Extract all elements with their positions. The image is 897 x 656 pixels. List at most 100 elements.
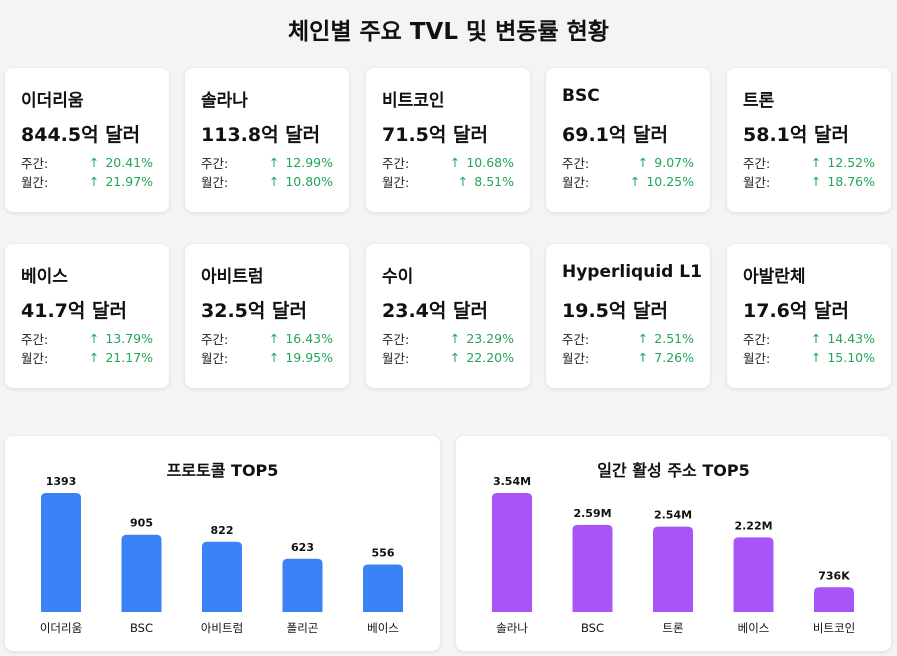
category-label: 트론 [662, 621, 683, 635]
weekly-change-value: 9.07% [654, 155, 694, 170]
weekly-change-value: 12.99% [285, 155, 333, 170]
weekly-change-row: 주간: ↑ 9.07% [562, 153, 694, 172]
bar-value-label: 736K [818, 569, 850, 582]
bar-value-label: 1393 [46, 475, 77, 488]
monthly-change: ↑ 21.97% [89, 174, 153, 189]
weekly-change-row: 주간: ↑ 23.29% [382, 329, 514, 348]
up-arrow-icon: ↑ [268, 155, 280, 170]
chain-name: Hyperliquid L1 [562, 262, 702, 282]
monthly-change: ↑ 10.80% [269, 174, 333, 189]
chain-tvl: 69.1억 달러 [562, 124, 668, 146]
category-label: 솔라나 [496, 621, 528, 635]
monthly-label: 월간: [201, 175, 229, 190]
chain-card: 트론 58.1억 달러 주간: ↑ 12.52% 월간: ↑ 18.76% [727, 68, 891, 212]
active-address-top5-chart: 3.54M 솔라나 2.59M BSC 2.54M 트론 2.22M 베이스 736K 비트코인 [492, 475, 855, 635]
weekly-change-row: 주간: ↑ 13.79% [21, 329, 153, 348]
chain-name: 비트코인 [382, 91, 445, 111]
chain-card: BSC 69.1억 달러 주간: ↑ 9.07% 월간: ↑ 10.25% [546, 68, 710, 212]
monthly-change-value: 22.20% [466, 350, 514, 365]
up-arrow-icon: ↑ [457, 174, 469, 189]
weekly-change-value: 10.68% [466, 155, 514, 170]
monthly-change-row: 월간: ↑ 22.20% [382, 348, 514, 367]
up-arrow-icon: ↑ [88, 350, 100, 365]
bar-value-label: 905 [130, 517, 153, 530]
monthly-label: 월간: [562, 351, 590, 366]
chart-title: 일간 활성 주소 TOP5 [597, 461, 750, 480]
monthly-change: ↑ 18.76% [811, 174, 875, 189]
up-arrow-icon: ↑ [449, 331, 461, 346]
monthly-change-row: 월간: ↑ 15.10% [743, 348, 875, 367]
monthly-change: ↑ 19.95% [269, 350, 333, 365]
weekly-label: 주간: [201, 332, 229, 347]
up-arrow-icon: ↑ [268, 331, 280, 346]
chain-card: 아비트럼 32.5억 달러 주간: ↑ 16.43% 월간: ↑ 19.95% [185, 244, 349, 388]
chart-title: 프로토콜 TOP5 [166, 461, 279, 480]
chain-card: 비트코인 71.5억 달러 주간: ↑ 10.68% 월간: ↑ 8.51% [366, 68, 530, 212]
bar [814, 587, 854, 612]
monthly-change-value: 19.95% [285, 350, 333, 365]
category-label: 이더리움 [40, 621, 82, 635]
monthly-change-value: 21.17% [105, 350, 153, 365]
chain-name: 수이 [382, 267, 414, 287]
weekly-change: ↑ 9.07% [638, 155, 694, 170]
monthly-change-value: 21.97% [105, 174, 153, 189]
chain-tvl: 17.6억 달러 [743, 300, 849, 322]
monthly-change-row: 월간: ↑ 21.17% [21, 348, 153, 367]
chain-card: Hyperliquid L1 19.5억 달러 주간: ↑ 2.51% 월간: ↑… [546, 244, 710, 388]
weekly-change: ↑ 12.52% [811, 155, 875, 170]
monthly-change: ↑ 7.26% [638, 350, 694, 365]
monthly-change-value: 10.25% [646, 174, 694, 189]
up-arrow-icon: ↑ [88, 155, 100, 170]
chain-card: 이더리움 844.5억 달러 주간: ↑ 20.41% 월간: ↑ 21.97% [5, 68, 169, 212]
weekly-change-value: 14.43% [827, 331, 875, 346]
monthly-change: ↑ 21.17% [89, 350, 153, 365]
weekly-label: 주간: [201, 156, 229, 171]
category-label: 비트코인 [813, 621, 855, 635]
up-arrow-icon: ↑ [810, 155, 822, 170]
weekly-change: ↑ 23.29% [450, 331, 514, 346]
bar-value-label: 2.54M [654, 509, 692, 522]
chain-name: 이더리움 [21, 91, 84, 111]
chain-card: 아발란체 17.6억 달러 주간: ↑ 14.43% 월간: ↑ 15.10% [727, 244, 891, 388]
chain-tvl: 844.5억 달러 [21, 124, 141, 146]
weekly-change: ↑ 2.51% [638, 331, 694, 346]
monthly-change-row: 월간: ↑ 21.97% [21, 172, 153, 191]
bar-value-label: 3.54M [493, 475, 531, 488]
up-arrow-icon: ↑ [810, 331, 822, 346]
chain-card: 베이스 41.7억 달러 주간: ↑ 13.79% 월간: ↑ 21.17% [5, 244, 169, 388]
monthly-label: 월간: [382, 351, 410, 366]
monthly-label: 월간: [201, 351, 229, 366]
chain-tvl: 71.5억 달러 [382, 124, 488, 146]
weekly-label: 주간: [21, 156, 49, 171]
chain-tvl: 113.8억 달러 [201, 124, 321, 146]
bar [41, 493, 81, 612]
up-arrow-icon: ↑ [88, 174, 100, 189]
weekly-change: ↑ 16.43% [269, 331, 333, 346]
monthly-label: 월간: [743, 351, 771, 366]
monthly-change-value: 15.10% [827, 350, 875, 365]
protocol-top5-chart: 1393 이더리움 905 BSC 822 아비트럼 623 폴리곤 556 베이스 [40, 475, 403, 635]
up-arrow-icon: ↑ [637, 155, 649, 170]
monthly-change: ↑ 22.20% [450, 350, 514, 365]
monthly-change-row: 월간: ↑ 18.76% [743, 172, 875, 191]
weekly-label: 주간: [21, 332, 49, 347]
monthly-label: 월간: [562, 175, 590, 190]
chain-name: 아비트럼 [201, 267, 264, 287]
chain-tvl: 23.4억 달러 [382, 300, 488, 322]
weekly-change-value: 23.29% [466, 331, 514, 346]
up-arrow-icon: ↑ [268, 350, 280, 365]
bar [572, 524, 613, 612]
weekly-change-value: 2.51% [654, 331, 694, 346]
monthly-label: 월간: [382, 175, 410, 190]
up-arrow-icon: ↑ [268, 174, 280, 189]
bar-value-label: 2.59M [573, 507, 611, 520]
monthly-label: 월간: [21, 175, 49, 190]
monthly-change: ↑ 10.25% [630, 174, 694, 189]
chain-name: 트론 [743, 91, 775, 111]
page-title: 체인별 주요 TVL 및 변동률 현황 [288, 19, 609, 45]
up-arrow-icon: ↑ [449, 350, 461, 365]
weekly-change-row: 주간: ↑ 12.52% [743, 153, 875, 172]
bar-value-label: 822 [211, 524, 234, 537]
monthly-change-row: 월간: ↑ 19.95% [201, 348, 333, 367]
bar [653, 526, 693, 612]
